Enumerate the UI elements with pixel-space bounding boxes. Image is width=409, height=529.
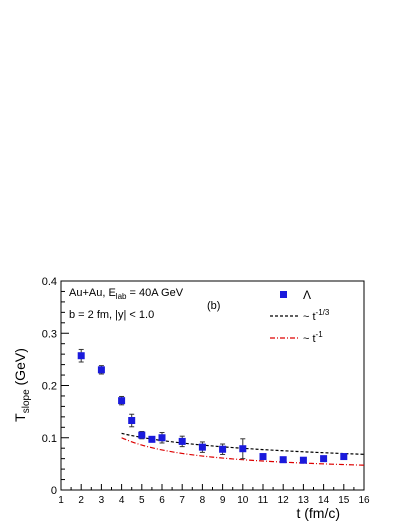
legend-label-fit1: ~ t-1/3 <box>303 308 330 323</box>
data-point <box>320 455 328 463</box>
data-marker <box>279 456 287 464</box>
x-tick-label: 14 <box>318 495 330 506</box>
x-tick-label: 16 <box>358 495 370 506</box>
data-point <box>158 432 166 444</box>
y-tick-label: 0.1 <box>42 433 57 445</box>
data-point <box>279 456 287 464</box>
data-point <box>77 348 85 363</box>
x-tick-label: 5 <box>139 495 145 506</box>
x-tick-label: 12 <box>278 495 290 506</box>
y-axis-title: Tslope (GeV) <box>12 348 32 422</box>
x-axis: 1 2 3 4 5 6 7 8 9 10 11 12 13 14 15 16 <box>58 484 370 506</box>
x-tick-label: 7 <box>179 495 185 506</box>
data-point <box>340 453 348 461</box>
x-tick-label: 4 <box>119 495 125 506</box>
data-marker <box>128 417 136 425</box>
data-marker <box>299 456 307 464</box>
data-point <box>118 395 126 406</box>
data-points <box>77 348 348 464</box>
data-marker <box>158 434 166 442</box>
y-axis: 0 0.1 0.2 0.3 0.4 <box>42 276 69 497</box>
x-tick-label: 13 <box>298 495 310 506</box>
x-tick-label: 11 <box>258 495 269 506</box>
x-tick-label: 6 <box>159 495 165 506</box>
data-marker <box>259 453 267 461</box>
data-point <box>198 441 206 453</box>
data-marker <box>198 443 206 451</box>
annotation-system: Au+Au, Elab = 40A GeV <box>69 287 184 301</box>
data-marker <box>178 437 186 445</box>
y-tick-label: 0 <box>51 485 57 497</box>
data-marker <box>148 435 156 443</box>
data-point <box>178 435 186 448</box>
data-marker <box>239 445 247 453</box>
fit-curve-t-minus-one <box>121 437 365 466</box>
data-point <box>239 438 247 460</box>
y-tick-label: 0.3 <box>42 328 57 340</box>
data-marker <box>118 397 126 405</box>
panel-label: (b) <box>207 300 220 312</box>
data-marker <box>320 455 328 463</box>
annotation-centrality: b = 2 fm, |y| < 1.0 <box>69 309 154 321</box>
data-point <box>97 365 105 375</box>
data-marker <box>219 445 227 453</box>
data-point <box>148 435 156 443</box>
data-point <box>128 413 136 428</box>
legend-marker-lambda <box>280 291 287 298</box>
data-point <box>219 443 227 455</box>
legend: Λ ~ t-1/3 ~ t-1 <box>270 288 330 345</box>
data-point <box>299 456 307 464</box>
x-tick-label: 15 <box>338 495 350 506</box>
data-point <box>138 430 146 440</box>
y-tick-label: 0.4 <box>42 276 57 288</box>
x-tick-label: 1 <box>58 495 64 506</box>
data-marker <box>97 366 105 374</box>
x-tick-label: 10 <box>237 495 249 506</box>
legend-label-fit2: ~ t-1 <box>303 330 323 345</box>
x-tick-label: 3 <box>99 495 105 506</box>
x-tick-label: 2 <box>78 495 84 506</box>
data-marker <box>138 431 146 439</box>
legend-label-lambda: Λ <box>303 288 311 302</box>
y-tick-label: 0.2 <box>42 381 57 393</box>
x-axis-title: t (fm/c) <box>296 505 340 521</box>
data-marker <box>77 352 85 360</box>
data-point <box>259 453 267 461</box>
x-tick-label: 9 <box>220 495 226 506</box>
x-tick-label: 8 <box>200 495 206 506</box>
data-marker <box>340 453 348 461</box>
